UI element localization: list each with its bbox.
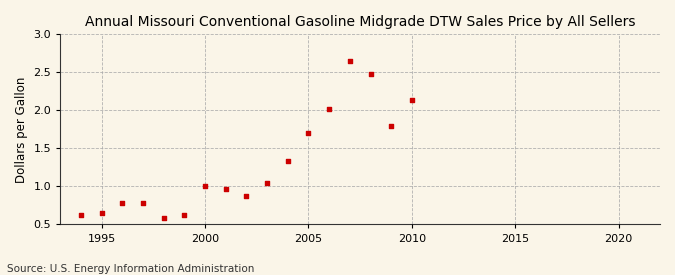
- Text: Source: U.S. Energy Information Administration: Source: U.S. Energy Information Administ…: [7, 264, 254, 274]
- Point: [344, 59, 355, 63]
- Point: [241, 193, 252, 198]
- Title: Annual Missouri Conventional Gasoline Midgrade DTW Sales Price by All Sellers: Annual Missouri Conventional Gasoline Mi…: [85, 15, 635, 29]
- Point: [406, 98, 417, 102]
- Point: [282, 159, 293, 164]
- Point: [365, 72, 376, 76]
- Point: [303, 131, 314, 135]
- Point: [386, 124, 397, 128]
- Point: [117, 201, 128, 205]
- Point: [200, 183, 211, 188]
- Y-axis label: Dollars per Gallon: Dollars per Gallon: [15, 76, 28, 183]
- Point: [138, 201, 148, 205]
- Point: [159, 215, 169, 220]
- Point: [262, 180, 273, 185]
- Point: [220, 186, 231, 191]
- Point: [76, 212, 86, 217]
- Point: [97, 211, 107, 215]
- Point: [324, 107, 335, 111]
- Point: [179, 212, 190, 217]
